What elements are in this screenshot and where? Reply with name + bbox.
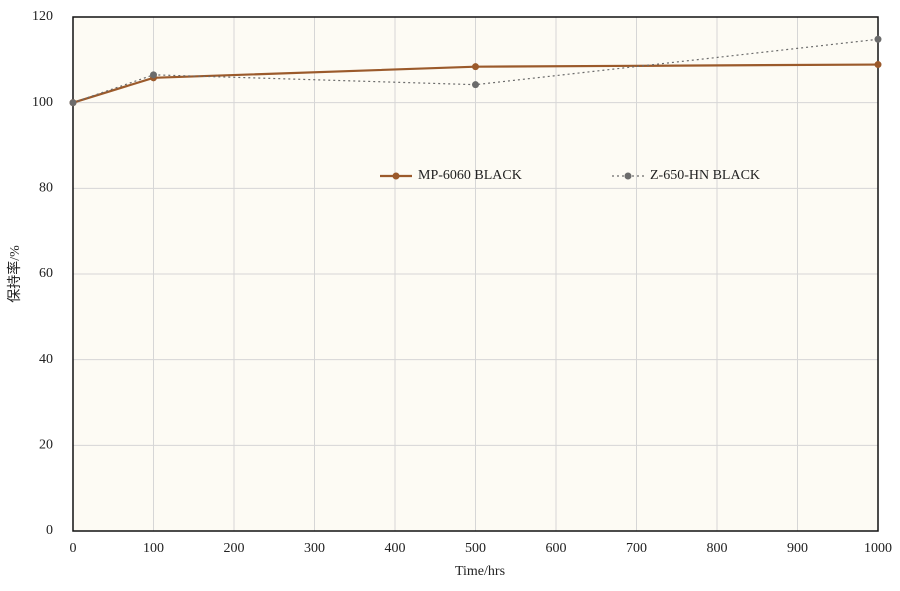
plot-frame bbox=[72, 16, 879, 532]
x-tick-label: 800 bbox=[707, 541, 728, 556]
data-point bbox=[472, 81, 479, 89]
x-tick-label: 700 bbox=[626, 541, 647, 556]
data-point bbox=[472, 63, 479, 71]
x-tick-label: 200 bbox=[224, 541, 245, 556]
y-axis-label: 保持率/% bbox=[6, 245, 23, 303]
data-point bbox=[874, 35, 882, 43]
legend-label: MP-6060 BLACK bbox=[418, 168, 522, 183]
x-tick-label: 300 bbox=[304, 541, 325, 556]
x-tick-label: 500 bbox=[465, 541, 486, 556]
data-point bbox=[150, 71, 157, 79]
y-tick-label: 40 bbox=[39, 352, 53, 367]
y-tick-label: 0 bbox=[46, 523, 53, 538]
series-line bbox=[72, 63, 879, 104]
series-line bbox=[72, 38, 879, 104]
x-tick-label: 600 bbox=[546, 541, 567, 556]
x-axis-label: Time/hrs bbox=[455, 564, 505, 579]
y-tick-label: 20 bbox=[39, 438, 53, 453]
x-tick-label: 1000 bbox=[864, 541, 892, 556]
y-tick-label: 60 bbox=[39, 266, 53, 281]
x-tick-label: 900 bbox=[787, 541, 808, 556]
legend-label: Z-650-HN BLACK bbox=[650, 168, 760, 183]
x-tick-label: 100 bbox=[143, 541, 164, 556]
legend-marker bbox=[392, 172, 400, 180]
y-tick-label: 120 bbox=[32, 9, 53, 24]
x-tick-label: 0 bbox=[70, 541, 77, 556]
x-tick-label: 400 bbox=[385, 541, 406, 556]
y-tick-label: 100 bbox=[32, 95, 53, 110]
legend-marker bbox=[624, 172, 632, 180]
data-point bbox=[874, 61, 882, 69]
y-tick-label: 80 bbox=[39, 181, 53, 196]
data-point bbox=[69, 99, 77, 107]
